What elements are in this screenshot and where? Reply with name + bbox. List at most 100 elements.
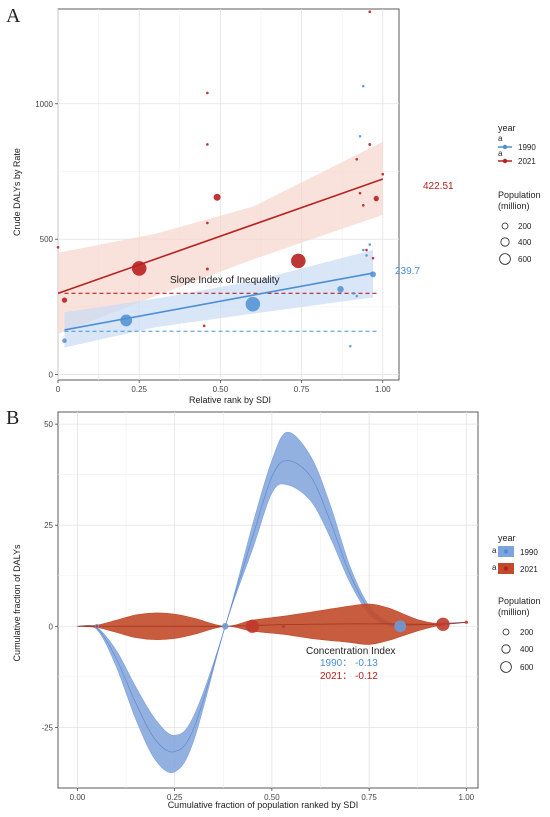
legend-b: year a 1990 a 2021 Population (million) … — [492, 533, 541, 673]
point-1990 — [361, 248, 365, 252]
y-tick-label: 25 — [44, 521, 53, 530]
point-2021 — [61, 297, 68, 303]
x-tick-label: 0.25 — [131, 385, 147, 394]
chart-b-xlabel: Cumulative fraction of population ranked… — [168, 800, 359, 810]
legend-b-size-600 — [500, 661, 512, 673]
point-2021 — [371, 256, 375, 260]
point-2021 — [381, 172, 385, 176]
x-tick-label: 0.50 — [264, 793, 280, 802]
point-2021 — [206, 221, 209, 225]
legend-a-size-400 — [500, 237, 510, 247]
legend-b-glyph-2021: a — [492, 563, 497, 572]
point-2021 — [361, 204, 365, 207]
fit-line-2021 — [57, 178, 384, 295]
label-2021-sii: 422.51 — [423, 181, 454, 192]
legend-a-size-label-400: 400 — [518, 238, 532, 247]
legend-a-label-1990: 1990 — [518, 143, 536, 152]
point-1990 — [358, 134, 362, 138]
legend-b-size-label-400: 400 — [520, 645, 534, 654]
y-tick-label: 0 — [49, 622, 54, 631]
chart-a-ylabel: Crude DALYs by Rate — [12, 148, 22, 236]
point-1990 — [352, 292, 355, 295]
point-1990 — [348, 344, 352, 348]
point-2021 — [291, 253, 306, 269]
point-1990 — [361, 84, 365, 88]
x-tick-label: 0.50 — [213, 385, 229, 394]
point-2021 — [281, 624, 286, 629]
chart-a: 0 0.25 0.50 0.75 1.00 0 500 1000 — [35, 8, 400, 394]
legend-b-point-1990 — [503, 549, 509, 554]
point-1990 — [370, 271, 376, 278]
point-2021 — [368, 10, 372, 14]
legend-a-glyph-1990: a — [498, 134, 503, 143]
legend-a-size-600 — [499, 253, 511, 265]
point-2021 — [95, 624, 99, 628]
point-2021 — [436, 617, 450, 631]
legend-b-label-1990: 1990 — [520, 548, 538, 557]
point-2021 — [131, 261, 147, 276]
x-tick-label: 0.25 — [167, 793, 183, 802]
ci-title: Concentration Index — [306, 646, 396, 657]
point-1990 — [62, 338, 67, 344]
ci-band-2021 — [58, 141, 383, 334]
point-2021 — [205, 267, 209, 271]
legend-b-point-2021 — [503, 566, 509, 571]
legend-a: year a 1990 a 2021 Population (million) … — [498, 123, 541, 265]
sii-label: Slope Index of Inequality — [170, 275, 280, 286]
point-2021 — [206, 91, 209, 95]
panel-a-letter: A — [6, 5, 21, 27]
legend-b-size-label-200: 200 — [520, 628, 534, 637]
plot-area — [57, 411, 479, 789]
legend-a-title: year — [498, 123, 516, 133]
x-tick-label: 1.00 — [375, 385, 391, 394]
legend-a-glyph-2021: a — [498, 149, 503, 158]
point-1990 — [120, 314, 133, 327]
x-tick-label: 0 — [56, 385, 61, 394]
point-2021 — [245, 619, 260, 633]
point-2021 — [202, 324, 206, 328]
point-2021 — [213, 193, 221, 201]
point-2021 — [464, 620, 468, 624]
legend-a-size-label-200: 200 — [518, 222, 532, 231]
legend-b-label-2021: 2021 — [520, 565, 538, 574]
legend-b-glyph-1990: a — [492, 546, 497, 555]
y-tick-label: -25 — [41, 723, 53, 732]
point-1990 — [365, 254, 368, 257]
point-1990 — [394, 620, 407, 633]
point-1990 — [337, 286, 344, 293]
point-1990 — [368, 243, 372, 246]
y-tick-label: 50 — [44, 420, 53, 429]
point-2021 — [355, 157, 359, 161]
panel-b-letter: B — [6, 407, 19, 429]
chart-a-xlabel: Relative rank by SDI — [189, 395, 271, 405]
legend-b-title: year — [498, 533, 516, 543]
x-tick-label: 1.00 — [459, 793, 475, 802]
point-2021 — [358, 191, 362, 195]
legend-b-size-200 — [502, 628, 510, 636]
y-tick-label: 500 — [40, 235, 54, 244]
legend-a-size-title-2: (million) — [498, 201, 530, 211]
chart-b: 0.00 0.25 0.50 0.75 1.00 -25 0 25 50 — [41, 411, 479, 802]
ci-band-1990 — [64, 250, 374, 348]
point-1990 — [245, 296, 261, 312]
point-2021 — [206, 143, 209, 146]
ci-1990: 1990： -0.13 — [320, 658, 378, 669]
legend-b-size-title-1: Population — [498, 596, 541, 606]
point-2021 — [373, 195, 379, 202]
legend-a-size-200 — [501, 222, 509, 230]
point-1990 — [221, 623, 229, 630]
point-2021 — [365, 248, 368, 252]
legend-b-size-400 — [501, 644, 511, 654]
legend-a-point-1990 — [502, 144, 508, 150]
point-2021 — [56, 246, 60, 249]
legend-a-size-title-1: Population — [498, 190, 541, 200]
legend-b-size-title-2: (million) — [498, 607, 530, 617]
x-tick-label: 0.75 — [294, 385, 310, 394]
chart-b-ylabel: Cumulative fraction of DALYs — [12, 544, 22, 661]
x-tick-label: 0.00 — [70, 793, 86, 802]
ci-2021: 2021： -0.12 — [320, 671, 378, 682]
legend-a-point-2021 — [502, 158, 508, 164]
legend-b-size-label-600: 600 — [520, 663, 534, 672]
point-2021 — [368, 142, 372, 146]
